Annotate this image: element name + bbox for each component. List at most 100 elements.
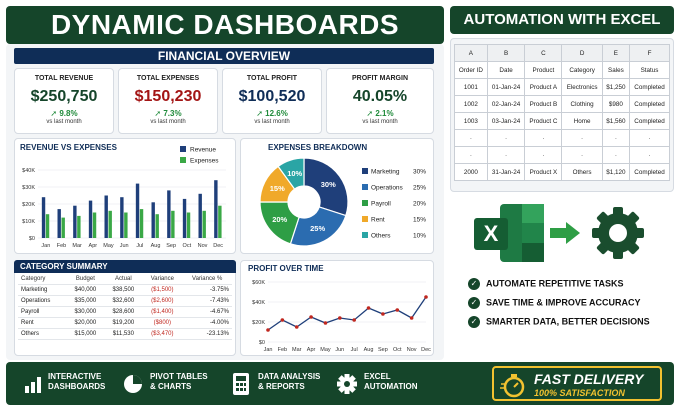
cell: ·: [601, 146, 631, 164]
revenue-expenses-chart: $40K $30K $20K $10K $0 Jan Feb Mar Apr May Jun Jul A…: [22, 146, 226, 249]
cell: Product C: [524, 112, 563, 130]
x-tick-label: Oct: [393, 347, 402, 353]
point-may: [323, 321, 328, 325]
check-icon: ✓: [468, 278, 480, 290]
cell-category: Marketing: [18, 284, 67, 296]
legend-swatch: [362, 184, 368, 190]
table-row: Marketing $40,000 $38,500 ($1,500) -3.75…: [18, 284, 232, 296]
bar-revenue-feb: [57, 209, 61, 238]
legend-value: 25%: [413, 185, 426, 192]
kpi-label: TOTAL EXPENSES: [136, 75, 200, 82]
kpi-card-margin: PROFIT MARGIN 40.05% ➚ 2.1% vs last mont…: [326, 68, 434, 134]
automation-title: AUTOMATION WITH EXCEL: [450, 6, 674, 34]
kpi-card-expenses: TOTAL EXPENSES $150,230 ➚ 7.3% vs last m…: [118, 68, 218, 134]
cell-budget: $15,000: [66, 328, 105, 340]
benefit-item: ✓ SAVE TIME & IMPROVE ACCURACY: [468, 297, 641, 309]
x-tick-label: May: [320, 347, 331, 353]
kpi-sub: vs last month: [46, 119, 82, 125]
cell: ·: [486, 146, 526, 164]
bar-revenue-oct: [182, 198, 187, 238]
category-summary-title: CATEGORY SUMMARY: [14, 260, 236, 273]
cell: ·: [454, 129, 488, 147]
cell: Clothing: [561, 95, 603, 113]
page-title: DYNAMIC DASHBOARDS: [6, 6, 444, 44]
kpi-sub: vs last month: [150, 119, 186, 125]
cell: ·: [486, 129, 526, 147]
table-row: 1002 02-Jan-24 Product B Clothing $980 C…: [454, 95, 670, 113]
arrow-up-icon: ➚: [154, 109, 164, 118]
y-tick-label: $10K: [22, 219, 35, 225]
cell: Others: [561, 163, 603, 181]
cell-variance: ($1,400): [142, 306, 183, 318]
legend-label: Others: [371, 233, 391, 240]
y-tick-label: $20K: [252, 320, 265, 326]
cell-variance: ($3,470): [142, 328, 183, 340]
cell: ·: [601, 129, 631, 147]
x-tick-label: Apr: [307, 347, 316, 353]
delivery-title: FAST DELIVERY: [534, 371, 644, 387]
legend-label: Expenses: [190, 158, 219, 165]
pie-chart-title: EXPENSES BREAKDOWN: [268, 143, 368, 152]
cell: Completed: [629, 95, 670, 113]
automation-illustration: X: [474, 204, 644, 262]
legend-swatch: [362, 216, 368, 222]
column-letter: B: [486, 44, 526, 62]
column-header: Budget: [66, 274, 105, 285]
point-aug: [366, 306, 371, 310]
excel-sheet-table: A B C D E F Order ID Date Product Catego…: [454, 44, 670, 181]
cell: ·: [629, 129, 670, 147]
pie-chart-icon: [124, 375, 142, 393]
bar-expenses-dec: [218, 205, 222, 238]
bar-revenue-may: [104, 195, 108, 238]
x-tick-label: Jan: [264, 347, 273, 353]
kpi-change: ➚ 7.3%: [154, 109, 182, 118]
bar-expenses-sep: [171, 210, 175, 238]
point-jun: [338, 316, 342, 320]
cell: 1003: [454, 112, 488, 130]
bar-chart-icon: [25, 377, 41, 393]
bar-expenses-apr: [92, 212, 97, 238]
bar-expenses-mar: [77, 215, 81, 238]
cell: Product B: [524, 95, 563, 113]
x-tick-label: May: [103, 243, 114, 249]
cell: Completed: [629, 163, 670, 181]
point-sep: [381, 312, 385, 316]
benefit-item: ✓ AUTOMATE REPETITIVE TASKS: [468, 278, 624, 290]
bar-revenue-apr: [88, 200, 93, 238]
column-letter: A: [454, 44, 488, 62]
calculator-icon: [233, 373, 249, 395]
x-tick-label: Apr: [89, 243, 98, 249]
cell: Completed: [629, 78, 670, 96]
legend-label: Rent: [371, 217, 385, 224]
expenses-breakdown-chart: 30% Marketing 30% 25% Operations 25% 20% Payrol…: [259, 157, 426, 247]
bar-revenue-dec: [214, 180, 218, 238]
kpi-sub: vs last month: [362, 119, 398, 125]
kpi-card-revenue: TOTAL REVENUE $250,750 ➚ 9.8% vs last mo…: [14, 68, 114, 134]
column-header: Product: [524, 61, 563, 79]
cell-variance: ($1,500): [142, 284, 183, 296]
kpi-label: PROFIT MARGIN: [352, 75, 408, 82]
feature-analysis: DATA ANALYSIS & REPORTS: [258, 372, 321, 391]
x-tick-label: Oct: [183, 243, 192, 249]
table-header-row: Order ID Date Product Category Sales Sta…: [454, 61, 670, 79]
cell-actual: $38,500: [104, 284, 143, 296]
kpi-change: ➚ 9.8%: [50, 109, 78, 118]
cell: $1,120: [601, 163, 631, 181]
column-header: Status: [629, 61, 670, 79]
feature-pivot: PIVOT TABLES & CHARTS: [150, 372, 208, 391]
cell-actual: $11,530: [104, 328, 143, 340]
x-tick-label: Mar: [292, 347, 302, 353]
x-tick-label: Jul: [351, 347, 358, 353]
cell: 01-Jan-24: [486, 78, 526, 96]
y-tick-label: $40K: [252, 300, 265, 306]
bar-expenses-may: [108, 210, 112, 238]
kpi-label: TOTAL REVENUE: [34, 75, 94, 82]
column-letter: F: [629, 44, 670, 62]
profit-line: [267, 296, 427, 331]
x-tick-label: Jun: [335, 347, 344, 353]
kpi-label: TOTAL PROFIT: [246, 75, 298, 82]
check-icon: ✓: [468, 297, 480, 309]
cell: Home: [561, 112, 603, 130]
legend-value: 30%: [413, 169, 426, 176]
